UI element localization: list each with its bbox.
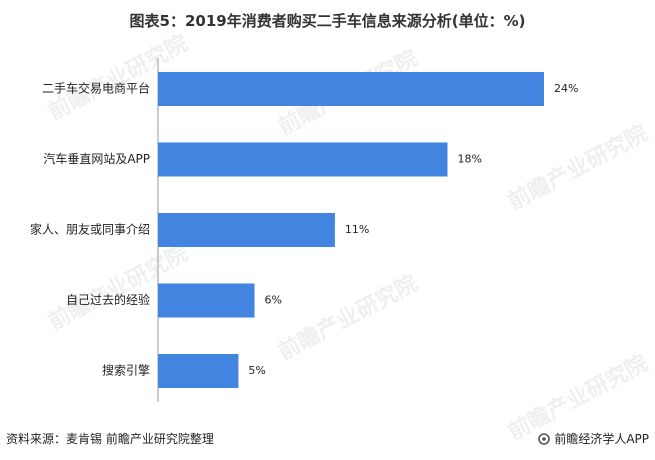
value-label-2: 11% [345, 223, 369, 236]
brand-credit: 前瞻经济学人APP [538, 430, 649, 447]
bar-1 [158, 142, 448, 177]
value-label-4: 5% [248, 364, 265, 377]
value-label-0: 24% [554, 82, 578, 95]
category-label-1: 汽车垂直网站及APP [43, 151, 150, 166]
bar-2 [158, 213, 335, 247]
category-label-3: 自己过去的经验 [66, 292, 150, 307]
category-label-0: 二手车交易电商平台 [42, 81, 150, 96]
value-label-1: 18% [458, 153, 482, 166]
brand-logo-icon [538, 432, 551, 445]
value-label-3: 6% [265, 294, 282, 307]
bar-0 [158, 72, 544, 106]
bar-chart: 二手车交易电商平台 24% 汽车垂直网站及APP 18% 家人、朋友或同事介绍 11% 自己… [30, 58, 578, 402]
source-note: 资料来源：麦肯锡 前瞻产业研究院整理 [6, 432, 214, 446]
chart-title: 图表5：2019年消费者购买二手车信息来源分析(单位：%) [129, 12, 526, 30]
bar-3 [158, 283, 255, 318]
category-label-2: 家人、朋友或同事介绍 [30, 222, 150, 237]
bar-4 [158, 354, 239, 388]
brand-text: 前瞻经济学人APP [554, 432, 649, 446]
category-label-4: 搜索引擎 [102, 363, 150, 378]
